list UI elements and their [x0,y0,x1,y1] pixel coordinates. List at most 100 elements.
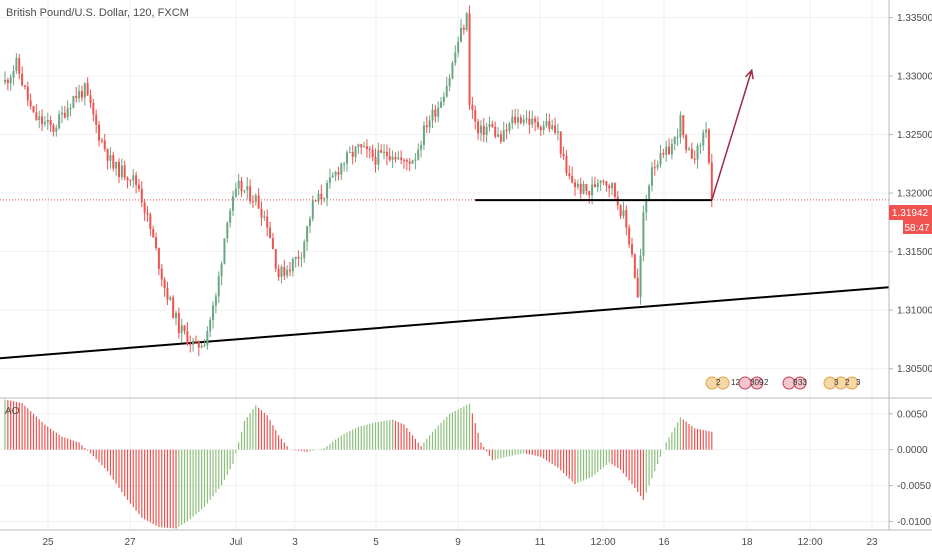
candle-down [63,112,66,118]
candle-up [599,180,602,183]
candle-down [385,151,388,157]
candle-up [417,149,420,160]
candle-down [98,124,101,141]
time-tick-label: 18 [741,537,753,548]
countdown-badge [903,220,932,234]
candle-up [286,269,289,276]
time-tick-label: 16 [658,537,670,548]
candle-down [189,344,192,346]
candle-up [206,331,209,346]
candle-up [551,125,554,129]
candle-up [679,115,682,138]
candle-up [659,153,662,165]
candle-up [308,218,311,227]
candle-down [146,212,149,215]
candle-down [183,325,186,331]
candle-down [140,188,143,203]
candle-up [442,96,445,102]
candle-down [135,175,138,185]
candle-up [391,156,394,160]
event-marker[interactable]: 8 33 [782,376,807,390]
arrow-head-icon [745,68,754,80]
event-count: 12 [731,378,740,387]
projection-arrow[interactable] [711,70,753,201]
candle-up [38,116,41,121]
candle-down [539,127,542,131]
time-tick-label: 12:00 [590,537,615,548]
time-tick-label: Jul [230,537,243,548]
event-marker[interactable]: 309 2 [738,376,769,390]
candle-up [411,160,414,164]
rising-trendline[interactable] [0,286,894,360]
time-tick-label: 27 [124,537,136,548]
candle-up [306,226,309,242]
price-tick-label: 1.31000 [897,306,932,317]
candle-down [534,118,537,123]
candle-up [502,130,505,142]
candle-up [343,163,346,165]
us-flag-icon [716,376,730,390]
time-tick-label: 3 [292,537,298,548]
candle-down [257,195,260,209]
candle-up [46,119,49,123]
event-marker[interactable]: 2 12 [705,376,740,390]
candle-down [177,312,180,334]
candle-up [169,297,172,300]
candle-down [668,146,671,155]
candle-up [611,183,614,189]
candle-up [397,157,400,160]
event-count: 3 [834,378,839,387]
candle-down [21,73,24,86]
candle-down [26,86,29,101]
candle-down [351,152,354,157]
candle-up [576,183,579,188]
time-tick-label: 25 [42,537,54,548]
candle-down [41,116,44,124]
candle-up [454,52,457,63]
candle-up [420,144,423,150]
candle-up [209,319,212,332]
candle-down [571,175,574,183]
candle-up [243,190,246,192]
candle-down [123,165,126,178]
candle-up [200,346,203,348]
candle-up [650,167,653,186]
candle-down [172,297,175,318]
candle-up [58,114,61,129]
time-axis[interactable]: 25 27 Jul 3 5 9 11 12:00 16 18 12:00 23 [42,537,878,548]
candle-down [548,121,551,129]
candle-up [214,296,217,306]
candle-up [55,128,58,132]
candle-up [485,126,488,135]
candle-up [517,117,519,123]
candle-up [115,162,118,169]
candle-up [66,108,69,118]
candle-down [710,162,713,201]
candle-up [639,255,642,297]
candle-down [240,180,243,192]
ao-axis[interactable]: -0.0100 -0.0050 0.0000 0.0050 [889,409,931,528]
candle-down [6,79,9,84]
candle-down [468,13,471,105]
candle-down [95,114,98,125]
candle-down [49,119,52,126]
event-marker[interactable]: 3 2 3 [823,376,861,390]
time-tick-label: 5 [373,537,379,548]
candle-up [254,195,257,202]
candle-down [653,167,656,169]
candle-down [155,237,158,249]
candle-down [269,227,272,239]
candle-up [488,124,491,127]
candle-down [707,129,710,163]
candle-up [642,212,645,256]
candle-up [525,118,528,120]
candle-down [628,227,631,245]
price-axis[interactable]: 1.30500 1.31000 1.31500 1.32000 1.32500 1.330… [889,13,932,375]
candle-down [388,156,391,160]
candles-layer [4,5,713,357]
candle-down [403,159,405,161]
candle-up [69,107,72,109]
candle-down [160,268,163,280]
